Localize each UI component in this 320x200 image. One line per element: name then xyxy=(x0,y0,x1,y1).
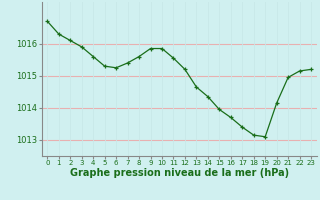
X-axis label: Graphe pression niveau de la mer (hPa): Graphe pression niveau de la mer (hPa) xyxy=(70,168,289,178)
